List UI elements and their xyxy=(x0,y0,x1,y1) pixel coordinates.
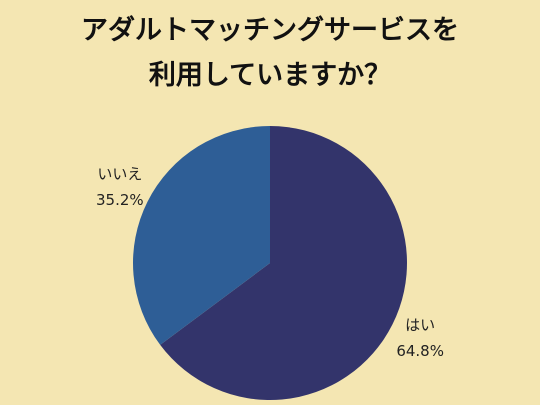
chart-title: アダルトマッチングサービスを 利用していますか？ xyxy=(81,15,459,91)
pie-slice xyxy=(160,126,407,401)
value-label: 64.8% xyxy=(396,342,444,360)
slice-label: いいえ xyxy=(97,165,142,183)
value-label: 35.2% xyxy=(96,191,144,209)
slice-label: はい xyxy=(405,316,435,334)
pie-slice xyxy=(133,126,270,345)
